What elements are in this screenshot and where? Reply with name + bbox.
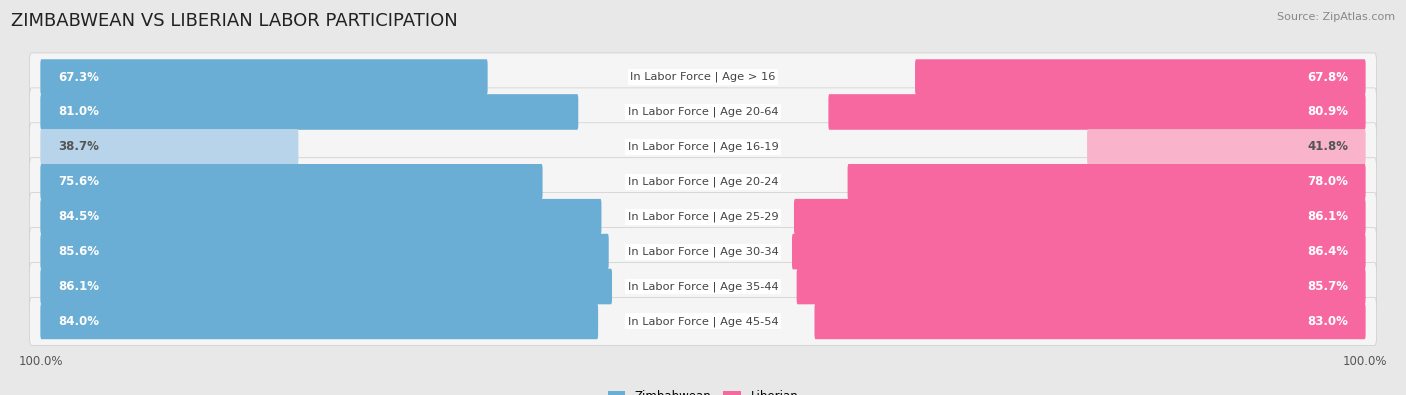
- Text: In Labor Force | Age 16-19: In Labor Force | Age 16-19: [627, 142, 779, 152]
- FancyBboxPatch shape: [828, 94, 1365, 130]
- Text: 85.6%: 85.6%: [58, 245, 98, 258]
- Text: 81.0%: 81.0%: [58, 105, 98, 118]
- Text: 83.0%: 83.0%: [1308, 315, 1348, 328]
- FancyBboxPatch shape: [41, 59, 488, 95]
- Text: In Labor Force | Age 25-29: In Labor Force | Age 25-29: [627, 211, 779, 222]
- FancyBboxPatch shape: [41, 94, 578, 130]
- Text: 86.1%: 86.1%: [58, 280, 98, 293]
- Text: 80.9%: 80.9%: [1308, 105, 1348, 118]
- Text: 75.6%: 75.6%: [58, 175, 98, 188]
- Text: Source: ZipAtlas.com: Source: ZipAtlas.com: [1277, 12, 1395, 22]
- FancyBboxPatch shape: [41, 164, 543, 199]
- FancyBboxPatch shape: [41, 129, 298, 165]
- Text: 85.7%: 85.7%: [1308, 280, 1348, 293]
- Text: 38.7%: 38.7%: [58, 140, 98, 153]
- Text: 41.8%: 41.8%: [1308, 140, 1348, 153]
- Text: 67.8%: 67.8%: [1308, 71, 1348, 84]
- FancyBboxPatch shape: [30, 53, 1376, 101]
- FancyBboxPatch shape: [792, 234, 1365, 269]
- Legend: Zimbabwean, Liberian: Zimbabwean, Liberian: [603, 385, 803, 395]
- FancyBboxPatch shape: [41, 199, 602, 235]
- FancyBboxPatch shape: [30, 228, 1376, 276]
- FancyBboxPatch shape: [30, 193, 1376, 241]
- FancyBboxPatch shape: [30, 262, 1376, 310]
- Text: 84.0%: 84.0%: [58, 315, 98, 328]
- FancyBboxPatch shape: [41, 269, 612, 304]
- FancyBboxPatch shape: [30, 297, 1376, 346]
- FancyBboxPatch shape: [41, 304, 598, 339]
- FancyBboxPatch shape: [797, 269, 1365, 304]
- Text: In Labor Force | Age 30-34: In Labor Force | Age 30-34: [627, 246, 779, 257]
- FancyBboxPatch shape: [30, 88, 1376, 136]
- Text: In Labor Force | Age 20-24: In Labor Force | Age 20-24: [627, 177, 779, 187]
- Text: In Labor Force | Age > 16: In Labor Force | Age > 16: [630, 72, 776, 82]
- FancyBboxPatch shape: [41, 234, 609, 269]
- FancyBboxPatch shape: [915, 59, 1365, 95]
- Text: 78.0%: 78.0%: [1308, 175, 1348, 188]
- Text: In Labor Force | Age 35-44: In Labor Force | Age 35-44: [627, 281, 779, 292]
- Text: In Labor Force | Age 20-64: In Labor Force | Age 20-64: [627, 107, 779, 117]
- FancyBboxPatch shape: [30, 123, 1376, 171]
- FancyBboxPatch shape: [1087, 129, 1365, 165]
- FancyBboxPatch shape: [814, 304, 1365, 339]
- FancyBboxPatch shape: [848, 164, 1365, 199]
- Text: 84.5%: 84.5%: [58, 210, 98, 223]
- FancyBboxPatch shape: [794, 199, 1365, 235]
- Text: 86.1%: 86.1%: [1308, 210, 1348, 223]
- Text: ZIMBABWEAN VS LIBERIAN LABOR PARTICIPATION: ZIMBABWEAN VS LIBERIAN LABOR PARTICIPATI…: [11, 12, 458, 30]
- Text: In Labor Force | Age 45-54: In Labor Force | Age 45-54: [627, 316, 779, 327]
- Text: 86.4%: 86.4%: [1308, 245, 1348, 258]
- Text: 67.3%: 67.3%: [58, 71, 98, 84]
- FancyBboxPatch shape: [30, 158, 1376, 206]
